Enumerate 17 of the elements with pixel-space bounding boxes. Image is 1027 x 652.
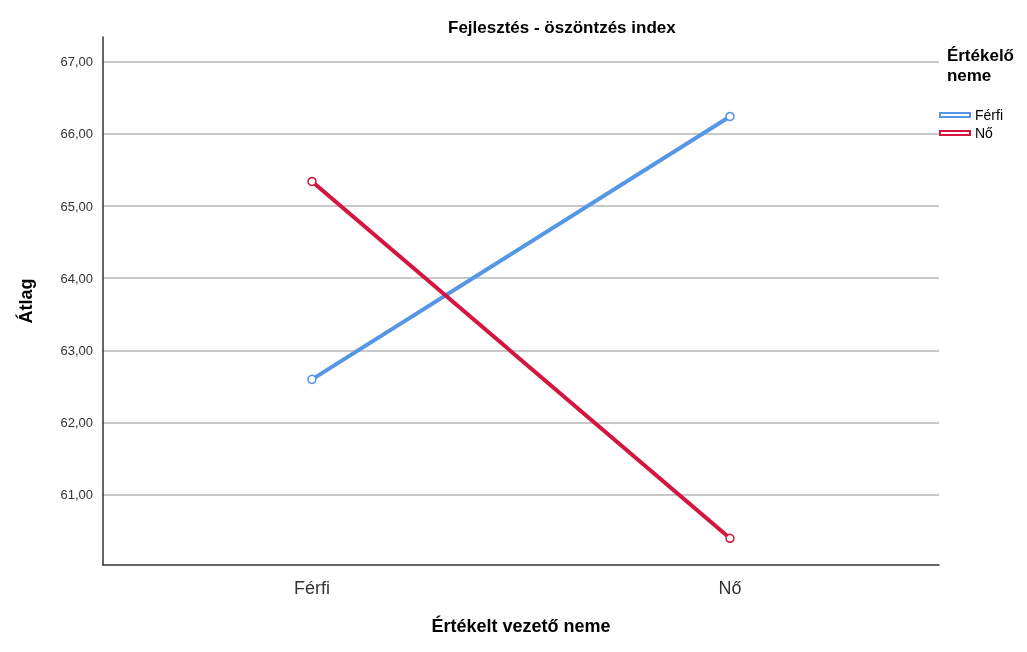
y-tick-label: 61,00 (60, 487, 93, 503)
y-tick-label: 66,00 (60, 126, 93, 142)
y-tick-label: 65,00 (60, 198, 93, 214)
y-tick-label: 67,00 (60, 54, 93, 70)
legend-label: Nő (975, 125, 994, 141)
y-tick-label: 63,00 (60, 342, 93, 358)
legend-label: Férfi (975, 107, 1003, 123)
chart-title: Fejlesztés - öszöntzés index (448, 18, 677, 37)
point (307, 176, 317, 187)
y-axis-title: Átlag (15, 278, 36, 324)
x-axis-title: Értékelt vezető neme (431, 615, 611, 636)
y-tick-label: 62,00 (60, 415, 93, 431)
y-tick-label: 64,00 (60, 270, 93, 286)
point (307, 374, 317, 385)
point (725, 111, 735, 122)
legend-title: Értékelő neme (946, 45, 1015, 85)
point (725, 533, 735, 544)
